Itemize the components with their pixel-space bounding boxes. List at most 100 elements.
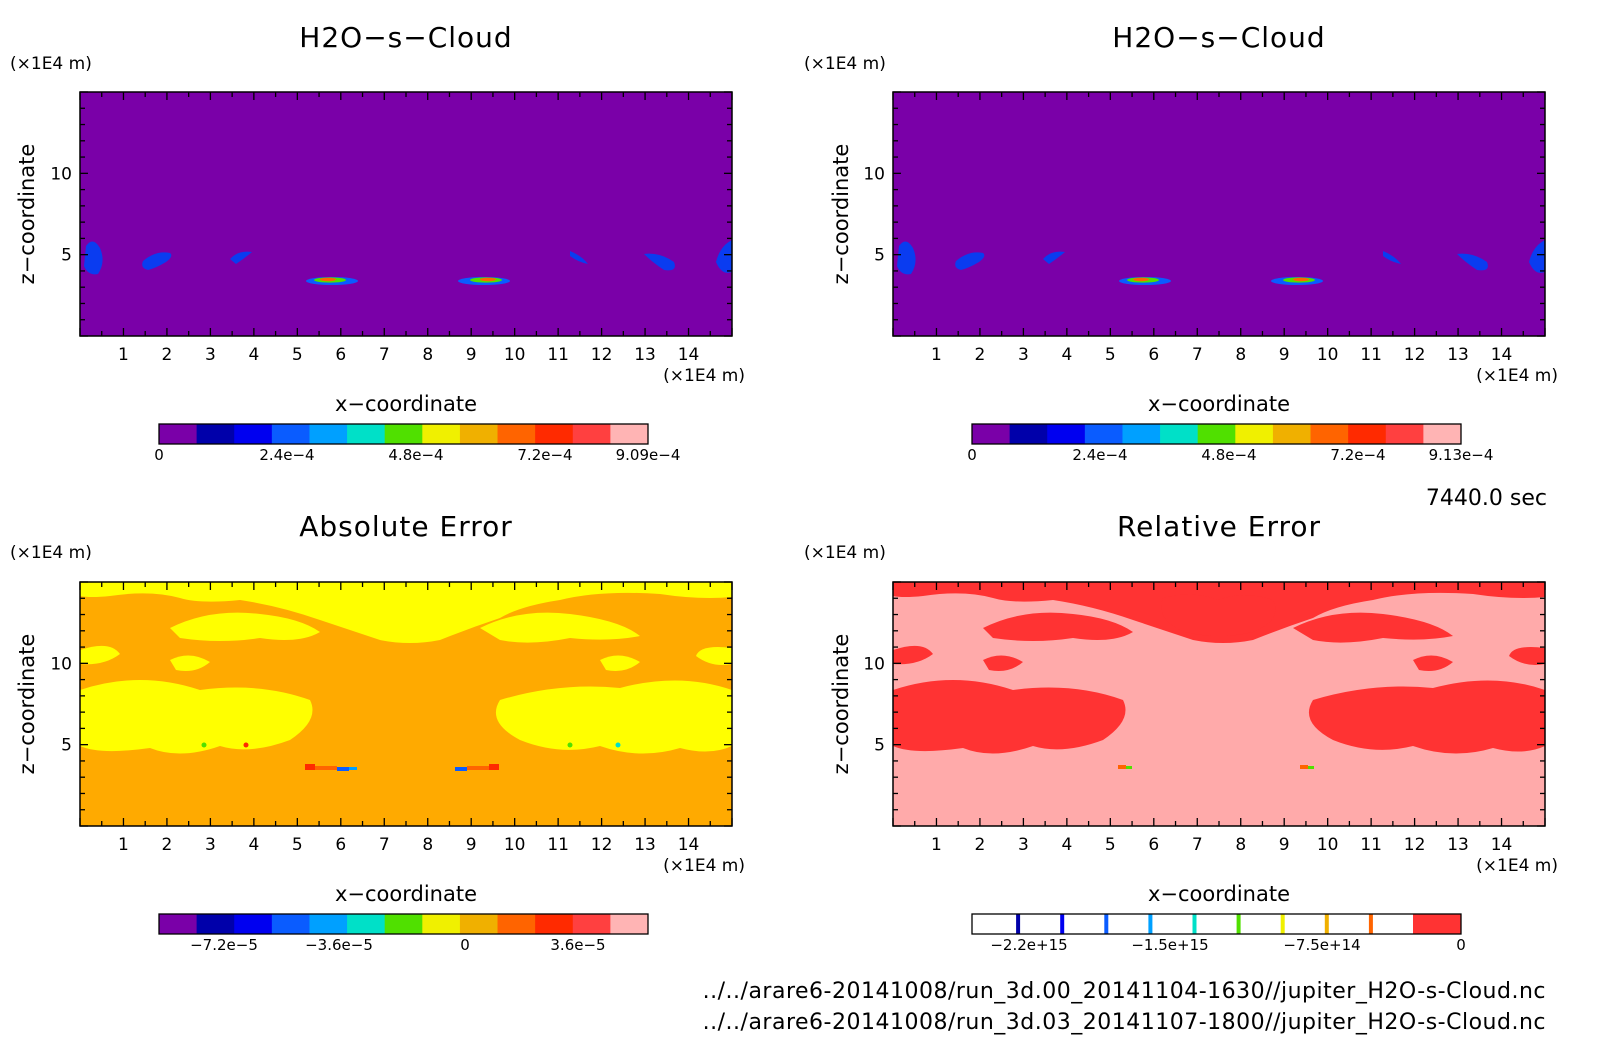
y-tick-label: 10	[50, 164, 72, 184]
error-patch	[1308, 680, 1545, 754]
colorbar-swatch	[1160, 424, 1199, 444]
x-axis-label: x−coordinate	[335, 882, 477, 906]
x-tick-label: 6	[1148, 835, 1159, 855]
colorbar-label: 0	[1456, 936, 1466, 954]
error-patches	[893, 582, 1545, 754]
hotspot	[1126, 766, 1132, 769]
error-hotspots	[201, 742, 621, 771]
x-tick-label: 14	[1491, 835, 1513, 855]
colorbar-label: 7.2e−4	[1330, 446, 1385, 464]
colorbar-swatch	[1192, 914, 1197, 934]
y-unit-label: (×1E4 m)	[804, 543, 886, 563]
cloud-core	[1133, 277, 1149, 282]
error-patches	[80, 582, 732, 754]
colorbar-swatch	[309, 424, 348, 444]
colorbar-swatch	[1060, 914, 1065, 934]
x-tick-label: 3	[1018, 835, 1029, 855]
hotspot	[1118, 765, 1126, 769]
colorbar-swatch	[347, 424, 386, 444]
colorbar: −2.2e+15 −1.5e+15 −7.5e+14 0	[971, 913, 1466, 954]
x-tick-label: 11	[547, 345, 569, 365]
hotspot	[349, 767, 357, 770]
colorbar-label: 9.13e−4	[1429, 446, 1494, 464]
x-tick-label: 2	[975, 835, 986, 855]
colorbar: 0 2.4e−4 4.8e−4 7.2e−4 9.13e−4	[967, 423, 1494, 464]
colorbar: 0 2.4e−4 4.8e−4 7.2e−4 9.09e−4	[154, 423, 681, 464]
x-tick-label: 1	[931, 835, 942, 855]
x-tick-label: 11	[547, 835, 569, 855]
colorbar-swatch	[309, 914, 348, 934]
x-axis-label: x−coordinate	[335, 392, 477, 416]
x-tick-label: 13	[634, 835, 656, 855]
cloud-blob	[230, 251, 252, 264]
colorbar-swatch	[1084, 424, 1123, 444]
y-axis-label: z−coordinate	[829, 634, 853, 775]
x-tick-label: 2	[162, 345, 173, 365]
error-patch	[348, 594, 463, 636]
y-tick-label: 10	[863, 164, 885, 184]
colorbar-swatch	[1348, 424, 1387, 444]
error-patch	[170, 655, 210, 671]
panel-h2o-cloud-right: H2O−s−Cloud (×1E4 m) 1 2 3 4 5 6 7 8 9 10 11 12 13 14…	[804, 21, 1558, 464]
x-tick-label: 3	[205, 345, 216, 365]
hotspot	[455, 767, 467, 771]
error-patch	[1509, 647, 1545, 665]
colorbar-swatch	[347, 914, 386, 934]
x-tick-label: 7	[379, 345, 390, 365]
x-tick-label: 12	[1404, 345, 1426, 365]
colorbar-swatch	[572, 914, 611, 934]
colorbar-swatch	[196, 424, 235, 444]
y-unit-label: (×1E4 m)	[804, 54, 886, 74]
x-tick-label: 14	[678, 835, 700, 855]
cloud-blob	[1383, 251, 1401, 264]
y-unit-label: (×1E4 m)	[10, 54, 92, 74]
y-tick-label: 5	[874, 736, 885, 756]
colorbar-swatch	[271, 424, 310, 444]
colorbar-swatch	[497, 914, 536, 934]
hotspot	[337, 767, 349, 771]
colorbar-label: 4.8e−4	[1201, 446, 1256, 464]
x-tick-label: 5	[1105, 345, 1116, 365]
colorbar-swatch	[159, 424, 198, 444]
colorbar-swatch	[1104, 914, 1109, 934]
cloud-blob	[1457, 253, 1488, 271]
x-tick-label: 1	[118, 835, 129, 855]
x-tick-label: 6	[1148, 345, 1159, 365]
colorbar-swatch	[1385, 424, 1424, 444]
colorbar-frame	[971, 423, 1462, 445]
error-patch	[696, 647, 732, 665]
x-tick-label: 5	[1105, 835, 1116, 855]
colorbar-label: 9.09e−4	[616, 446, 681, 464]
colorbar-swatch	[234, 424, 273, 444]
colorbar-frame	[158, 423, 649, 445]
colorbar-label: −7.5e+14	[1283, 936, 1360, 954]
colorbar-swatch	[159, 914, 198, 934]
hotspot	[467, 766, 489, 770]
colorbar-swatch	[1368, 914, 1373, 934]
x-tick-label: 3	[1018, 345, 1029, 365]
error-hotspots	[1118, 765, 1314, 769]
colorbar-swatch	[422, 424, 461, 444]
cloud-core	[480, 277, 496, 282]
x-tick-label: 7	[379, 835, 390, 855]
cloud-blob	[84, 241, 103, 275]
file-path-1: ../../arare6-20141008/run_3d.00_20141104…	[703, 979, 1546, 1004]
y-axis-label: z−coordinate	[829, 144, 853, 285]
x-tick-label: 13	[634, 345, 656, 365]
hotspot	[489, 764, 499, 770]
x-tick-label: 5	[292, 345, 303, 365]
y-axis-label: z−coordinate	[15, 144, 39, 285]
x-tick-label: 4	[248, 835, 259, 855]
x-unit-label: (×1E4 m)	[663, 856, 745, 876]
colorbar-swatch	[1122, 424, 1161, 444]
x-tick-label: 4	[1061, 835, 1072, 855]
x-tick-label: 14	[678, 345, 700, 365]
x-tick-label: 10	[1317, 345, 1339, 365]
cloud-blob	[1529, 240, 1545, 273]
colorbar-label: −3.6e−5	[305, 936, 373, 954]
colorbar-swatch	[535, 914, 574, 934]
hotspot	[615, 742, 621, 748]
x-tick-label: 8	[422, 345, 433, 365]
